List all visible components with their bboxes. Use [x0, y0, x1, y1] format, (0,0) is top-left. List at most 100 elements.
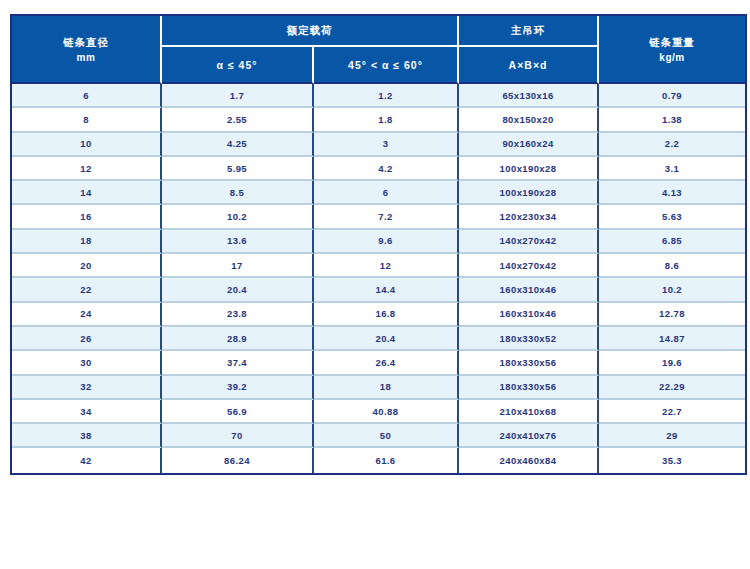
- table-cell: 0.79: [599, 84, 745, 108]
- table-cell: 65x130x16: [459, 84, 599, 108]
- table-cell: 4.25: [162, 133, 314, 157]
- table-cell: 120x230x34: [459, 205, 599, 229]
- table-row: 3239.218180x330x5622.29: [12, 376, 745, 400]
- table-row: 104.25390x160x242.2: [12, 133, 745, 157]
- table-cell: 4.13: [599, 181, 745, 205]
- table-cell: 10.2: [162, 205, 314, 229]
- table-cell: 30: [12, 351, 162, 375]
- table-cell: 4.2: [314, 157, 459, 181]
- header-angle-le-45: α ≤ 45°: [162, 47, 314, 84]
- table-row: 387050240x410x7629: [12, 424, 745, 448]
- table-cell: 56.9: [162, 400, 314, 424]
- table-body: 61.71.265x130x160.7982.551.880x150x201.3…: [12, 84, 745, 473]
- table-cell: 6.85: [599, 230, 745, 254]
- table-cell: 160x310x46: [459, 278, 599, 302]
- table-cell: 10.2: [599, 278, 745, 302]
- table-cell: 5.63: [599, 205, 745, 229]
- table-cell: 6: [314, 181, 459, 205]
- table-cell: 86.24: [162, 448, 314, 472]
- header-chain-diameter-unit: mm: [12, 52, 160, 63]
- header-angle-45-to-60: 45° < α ≤ 60°: [314, 47, 459, 84]
- table-cell: 20.4: [162, 278, 314, 302]
- table-cell: 50: [314, 424, 459, 448]
- table-cell: 14: [12, 181, 162, 205]
- table-cell: 38: [12, 424, 162, 448]
- table-row: 2220.414.4160x310x4610.2: [12, 278, 745, 302]
- table-cell: 19.6: [599, 351, 745, 375]
- table-cell: 1.38: [599, 108, 745, 132]
- table-cell: 1.2: [314, 84, 459, 108]
- table-row: 3456.940.88210x410x6822.7: [12, 400, 745, 424]
- table-cell: 180x330x56: [459, 351, 599, 375]
- header-main-ring: 主吊环: [459, 16, 599, 47]
- table-cell: 180x330x56: [459, 376, 599, 400]
- table-cell: 40.88: [314, 400, 459, 424]
- table-row: 2628.920.4180x330x5214.87: [12, 327, 745, 351]
- table-cell: 7.2: [314, 205, 459, 229]
- table-cell: 61.6: [314, 448, 459, 472]
- table-cell: 160x310x46: [459, 303, 599, 327]
- table-cell: 140x270x42: [459, 254, 599, 278]
- table-row: 1610.27.2120x230x345.63: [12, 205, 745, 229]
- table-cell: 29: [599, 424, 745, 448]
- table-cell: 20: [12, 254, 162, 278]
- table-cell: 9.6: [314, 230, 459, 254]
- table-cell: 18: [314, 376, 459, 400]
- table-cell: 2.55: [162, 108, 314, 132]
- header-chain-diameter-title: 链条直径: [12, 36, 160, 50]
- table-row: 61.71.265x130x160.79: [12, 84, 745, 108]
- table-cell: 14.4: [314, 278, 459, 302]
- table-row: 82.551.880x150x201.38: [12, 108, 745, 132]
- table-cell: 70: [162, 424, 314, 448]
- table-cell: 8.5: [162, 181, 314, 205]
- table-cell: 22.7: [599, 400, 745, 424]
- table-cell: 140x270x42: [459, 230, 599, 254]
- chain-spec-table: 链条直径 mm 额定载荷 主吊环 链条重量 kg/m α ≤ 45° 45° <…: [10, 14, 747, 475]
- table-cell: 8: [12, 108, 162, 132]
- table-header: 链条直径 mm 额定载荷 主吊环 链条重量 kg/m α ≤ 45° 45° <…: [12, 16, 745, 84]
- table-cell: 16.8: [314, 303, 459, 327]
- table-cell: 240x410x76: [459, 424, 599, 448]
- table-cell: 6: [12, 84, 162, 108]
- table-cell: 42: [12, 448, 162, 472]
- header-ring-dimensions: A×B×d: [459, 47, 599, 84]
- table-cell: 39.2: [162, 376, 314, 400]
- table-cell: 24: [12, 303, 162, 327]
- table-cell: 100x190x28: [459, 157, 599, 181]
- table-cell: 28.9: [162, 327, 314, 351]
- table-row: 148.56100x190x284.13: [12, 181, 745, 205]
- table-row: 2423.816.8160x310x4612.78: [12, 303, 745, 327]
- table-row: 1813.69.6140x270x426.85: [12, 230, 745, 254]
- table-cell: 100x190x28: [459, 181, 599, 205]
- table-cell: 90x160x24: [459, 133, 599, 157]
- table-cell: 12: [12, 157, 162, 181]
- table-cell: 22.29: [599, 376, 745, 400]
- table-cell: 34: [12, 400, 162, 424]
- table-cell: 3.1: [599, 157, 745, 181]
- header-chain-weight-title: 链条重量: [599, 36, 745, 50]
- table-row: 3037.426.4180x330x5619.6: [12, 351, 745, 375]
- table-cell: 32: [12, 376, 162, 400]
- table-cell: 16: [12, 205, 162, 229]
- table-cell: 180x330x52: [459, 327, 599, 351]
- header-chain-diameter: 链条直径 mm: [12, 16, 162, 84]
- table-row: 4286.2461.6240x460x8435.3: [12, 448, 745, 472]
- table-cell: 3: [314, 133, 459, 157]
- table-cell: 1.7: [162, 84, 314, 108]
- table-cell: 14.87: [599, 327, 745, 351]
- table-cell: 2.2: [599, 133, 745, 157]
- table-cell: 1.8: [314, 108, 459, 132]
- table-cell: 240x460x84: [459, 448, 599, 472]
- header-chain-weight: 链条重量 kg/m: [599, 16, 745, 84]
- table-cell: 12: [314, 254, 459, 278]
- chain-spec-table-container: 链条直径 mm 额定载荷 主吊环 链条重量 kg/m α ≤ 45° 45° <…: [10, 14, 747, 475]
- table-cell: 26.4: [314, 351, 459, 375]
- table-row: 201712140x270x428.6: [12, 254, 745, 278]
- table-cell: 10: [12, 133, 162, 157]
- header-chain-weight-unit: kg/m: [599, 52, 745, 63]
- table-cell: 37.4: [162, 351, 314, 375]
- table-cell: 210x410x68: [459, 400, 599, 424]
- header-rated-load: 额定载荷: [162, 16, 459, 47]
- table-cell: 13.6: [162, 230, 314, 254]
- table-cell: 8.6: [599, 254, 745, 278]
